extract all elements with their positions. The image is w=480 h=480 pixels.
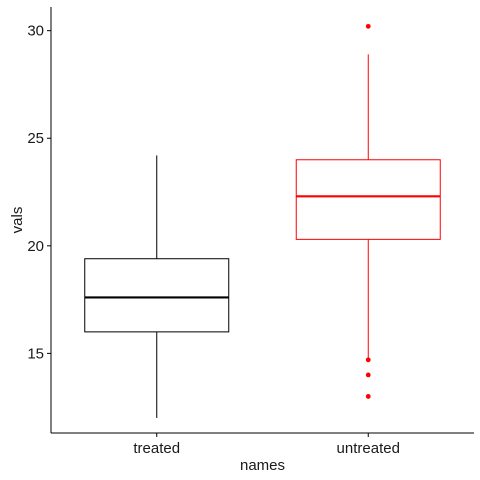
box-group-untreated xyxy=(295,23,441,399)
box-group-treated xyxy=(84,155,230,418)
y-axis-title: vals xyxy=(9,207,26,234)
y-tick-label: 20 xyxy=(27,238,44,255)
interquartile-box xyxy=(295,159,441,240)
outlier-point xyxy=(365,357,371,363)
y-tick-label: 25 xyxy=(27,130,44,147)
x-ticks: treated untreated xyxy=(133,433,400,457)
outlier-point xyxy=(365,372,371,378)
outlier-point xyxy=(365,23,371,29)
axes-layer xyxy=(50,7,474,434)
y-tick-label: 30 xyxy=(27,23,44,40)
y-tick-label: 15 xyxy=(27,345,44,362)
x-tick-label: untreated xyxy=(337,440,400,457)
interquartile-box xyxy=(84,258,230,333)
x-tick-label: treated xyxy=(133,440,180,457)
x-axis-title: names xyxy=(240,457,285,474)
boxes-layer xyxy=(84,23,441,418)
y-ticks: 15 20 25 30 xyxy=(27,23,51,362)
outlier-point xyxy=(365,394,371,399)
